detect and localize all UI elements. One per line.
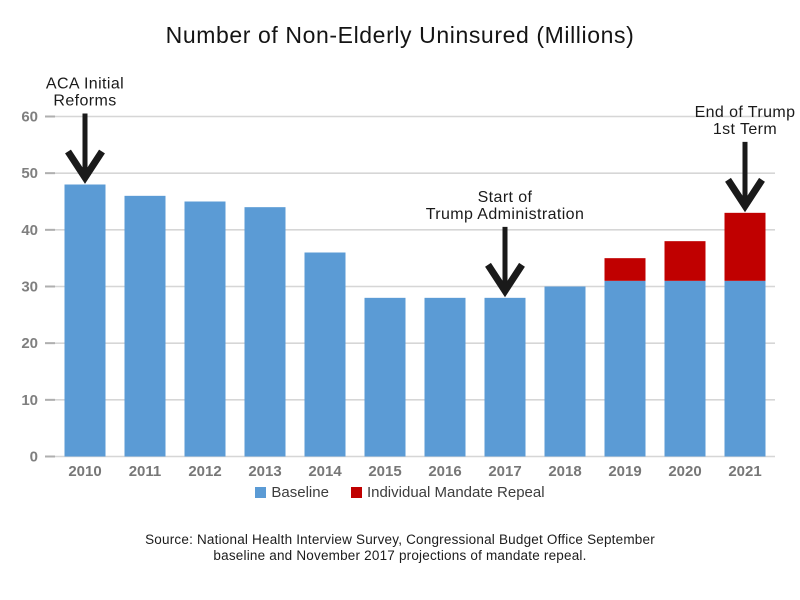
y-tick-label-0: 0 [30, 449, 38, 466]
bar-2014-baseline [304, 252, 346, 457]
bar-2012-baseline [184, 201, 226, 457]
x-label-2015: 2015 [368, 463, 401, 480]
y-tick-label-20: 20 [21, 335, 38, 352]
chart-title: Number of Non-Elderly Uninsured (Million… [165, 22, 635, 48]
legend-item-mandate-repeal: Individual Mandate Repeal [350, 484, 545, 501]
x-label-2013: 2013 [248, 463, 281, 480]
bar-2021-baseline [724, 280, 766, 457]
x-label-2016: 2016 [428, 463, 461, 480]
source-line-1: Source: National Health Interview Survey… [145, 532, 655, 547]
annotation-text-1-line-2: Trump Administration [426, 206, 585, 223]
x-label-2014: 2014 [308, 463, 342, 480]
x-label-2011: 2011 [129, 463, 162, 480]
bar-2016-baseline [424, 297, 466, 457]
chart-legend: Baseline Individual Mandate Repeal [0, 484, 800, 501]
legend-item-baseline: Baseline [255, 484, 329, 501]
bar-2020-baseline [664, 280, 706, 457]
y-tick-label-50: 50 [21, 165, 38, 182]
annotation-text-1-line-1: Start of [478, 189, 533, 206]
y-tick-label-30: 30 [21, 279, 38, 296]
y-tick-label-40: 40 [21, 222, 38, 239]
y-tick-label-10: 10 [21, 392, 38, 409]
mandate-repeal-swatch-icon [350, 487, 362, 498]
bar-2020-mandate-repeal [664, 241, 706, 281]
bar-2017-baseline [484, 297, 526, 457]
annotation-arrow-head-2 [725, 177, 765, 213]
annotation-text-0-line-1: ACA Initial [46, 76, 124, 93]
bar-2013-baseline [244, 207, 286, 457]
x-label-2021: 2021 [728, 463, 761, 480]
x-label-2010: 2010 [68, 463, 101, 480]
annotation-arrow-head-0 [65, 149, 105, 184]
bar-2019-mandate-repeal [604, 258, 646, 281]
annotation-text-2-line-1: End of Trump [695, 104, 796, 121]
bar-2021-mandate-repeal [724, 212, 766, 281]
legend-label-mandate-repeal: Individual Mandate Repeal [366, 484, 545, 501]
x-label-2019: 2019 [608, 463, 641, 480]
legend-label-baseline: Baseline [271, 484, 329, 501]
source-note: Source: National Health Interview Survey… [0, 532, 800, 564]
source-line-2: baseline and November 2017 projections o… [213, 548, 587, 563]
annotation-text-0-line-2: Reforms [53, 93, 116, 110]
x-label-2020: 2020 [668, 463, 701, 480]
y-tick-label-60: 60 [21, 109, 38, 126]
annotation-arrow-head-1 [485, 262, 525, 298]
bar-2018-baseline [544, 286, 586, 457]
x-label-2012: 2012 [188, 463, 221, 480]
annotation-text-2-line-2: 1st Term [713, 121, 777, 138]
x-label-2018: 2018 [548, 463, 581, 480]
baseline-swatch-icon [255, 487, 267, 498]
x-label-2017: 2017 [488, 463, 521, 480]
bar-2010-baseline [64, 184, 106, 457]
bar-2011-baseline [124, 195, 166, 457]
bar-2015-baseline [364, 297, 406, 457]
bar-2019-baseline [604, 280, 646, 457]
